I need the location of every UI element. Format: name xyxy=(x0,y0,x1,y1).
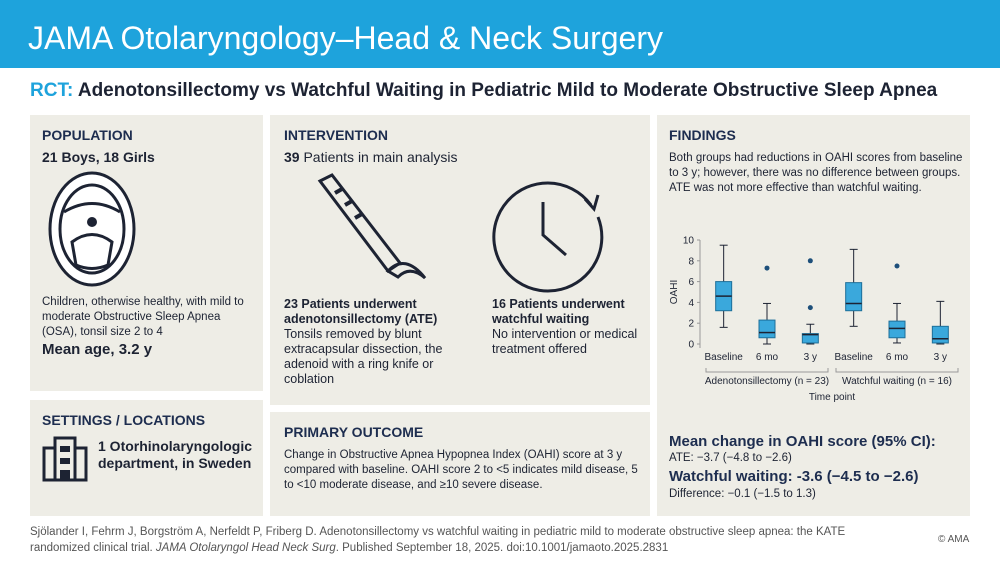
arm-text: No intervention or medical treatment off… xyxy=(492,327,638,356)
mouth-icon xyxy=(48,171,136,287)
box xyxy=(801,333,819,344)
findings-panel: FINDINGS Both groups had reductions in O… xyxy=(657,115,970,516)
arm: 16 Patients underwent watchful waiting N… xyxy=(492,297,642,357)
ww-result: Watchful waiting: -3.6 (−4.5 to −2.6) xyxy=(669,468,919,485)
citation-published: . Published September 18, 2025. doi:10.1… xyxy=(335,542,669,554)
y-axis-label: OAHI xyxy=(669,280,680,304)
heading: INTERVENTION xyxy=(284,127,388,143)
arm: 23 Patients underwent adenotonsillectomy… xyxy=(284,297,469,387)
intervention-panel: INTERVENTION 39 Patients in main analysi… xyxy=(270,115,650,405)
header-bar xyxy=(0,0,1000,68)
heading: SETTINGS / LOCATIONS xyxy=(42,412,206,428)
outlier xyxy=(894,263,900,269)
group-bracket xyxy=(835,368,959,373)
counts: 21 Boys, 18 Girls xyxy=(42,149,155,165)
box xyxy=(758,319,776,339)
building-icon xyxy=(42,436,88,482)
arm-title-text: Patients underwent adenotonsillectomy (A… xyxy=(284,297,438,326)
count-line: 39 Patients in main analysis xyxy=(284,149,458,165)
study-name: Adenotonsillectomy vs Watchful Waiting i… xyxy=(77,80,938,101)
heading: POPULATION xyxy=(42,127,133,143)
arm-title-text: Patients underwent watchful waiting xyxy=(492,297,625,326)
outcome-text: Change in Obstructive Apnea Hypopnea Ind… xyxy=(284,449,638,491)
heading: PRIMARY OUTCOME xyxy=(284,424,424,440)
box xyxy=(888,320,906,339)
heading: FINDINGS xyxy=(669,127,736,143)
outlier xyxy=(764,265,770,271)
arm-text: Tonsils removed by blunt extracapsular d… xyxy=(284,327,443,386)
y-tick-label: 2 xyxy=(688,319,694,330)
citation: Sjölander I, Fehrm J, Borgström A, Nerfe… xyxy=(30,524,900,556)
count-text: Patients in main analysis xyxy=(299,149,458,165)
arm-title: 23 Patients underwent adenotonsillectomy… xyxy=(284,297,469,327)
age: Mean age, 3.2 y xyxy=(42,341,153,358)
x-tick-label: 6 mo xyxy=(886,352,909,363)
population-panel: POPULATION 21 Boys, 18 Girls Children, o… xyxy=(30,115,263,391)
box xyxy=(845,282,863,312)
settings-panel: SETTINGS / LOCATIONS 1 Otorhinolaryngolo… xyxy=(30,400,263,516)
arm-title: 16 Patients underwent watchful waiting xyxy=(492,297,642,327)
x-tick-label: Baseline xyxy=(704,352,743,363)
findings-text: Both groups had reductions in OAHI score… xyxy=(669,152,963,194)
group-label: Adenotonsillectomy (n = 23) xyxy=(705,376,829,387)
x-axis-label: Time point xyxy=(809,392,856,403)
box xyxy=(931,325,949,344)
x-tick-label: 3 y xyxy=(804,352,817,363)
citation-journal: JAMA Otolaryngol Head Neck Surg xyxy=(155,542,336,554)
arm-count: 16 xyxy=(492,297,506,311)
difference: Difference: −0.1 (−1.5 to 1.3) xyxy=(669,488,816,500)
scalpel-icon xyxy=(317,173,427,280)
journal-title: JAMA Otolaryngology–Head & Neck Surgery xyxy=(28,20,663,56)
y-tick-label: 8 xyxy=(688,256,694,267)
x-tick-label: 3 y xyxy=(934,352,947,363)
ate-result: ATE: −3.7 (−4.8 to −2.6) xyxy=(669,452,792,464)
outlier xyxy=(807,258,813,264)
box-chart: 0 2 4 6 8 10 OAHI Baseline 6 mo 3 y Baseline 6 mo 3 … xyxy=(669,236,959,403)
study-label: RCT: xyxy=(30,80,74,101)
mean-heading: Mean change in OAHI score (95% CI): xyxy=(669,433,936,450)
y-tick-label: 4 xyxy=(688,298,694,309)
group-label: Watchful waiting (n = 16) xyxy=(842,376,952,387)
arm-count: 23 xyxy=(284,297,298,311)
study-title: RCT: Adenotonsillectomy vs Watchful Wait… xyxy=(30,80,937,102)
y-tick-label: 6 xyxy=(688,277,694,288)
x-tick-label: 6 mo xyxy=(756,352,779,363)
copyright: © AMA xyxy=(938,534,970,545)
y-tick-label: 10 xyxy=(683,236,695,247)
count: 39 xyxy=(284,149,300,165)
group-bracket xyxy=(705,368,829,373)
x-tick-label: Baseline xyxy=(834,352,873,363)
citation-text: Sjölander I, Fehrm J, Borgström A, Nerfe… xyxy=(30,526,846,554)
clock-icon xyxy=(492,181,604,293)
description: Children, otherwise healthy, with mild t… xyxy=(42,296,244,338)
outlier xyxy=(807,305,813,311)
settings-text: 1 Otorhinolaryngologic department, in Sw… xyxy=(98,438,253,471)
outcome-panel: PRIMARY OUTCOME Change in Obstructive Ap… xyxy=(270,412,650,516)
y-tick-label: 0 xyxy=(688,340,694,351)
